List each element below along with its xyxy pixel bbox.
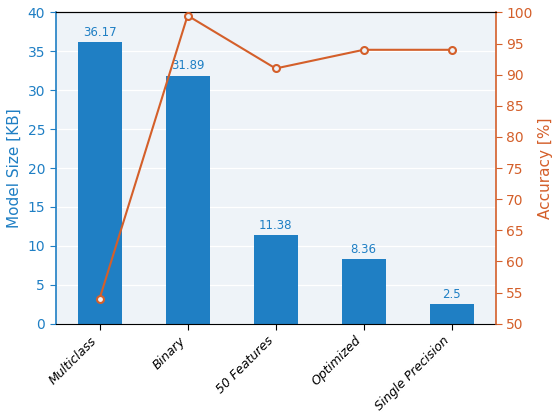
Text: 36.17: 36.17 [83,26,116,39]
Bar [166,76,209,324]
Bar [254,235,297,324]
Bar [77,42,122,324]
Text: 31.89: 31.89 [171,60,204,72]
Text: 11.38: 11.38 [259,219,292,232]
Y-axis label: Accuracy [%]: Accuracy [%] [538,117,553,219]
Text: 2.5: 2.5 [442,288,461,301]
Text: 8.36: 8.36 [351,242,377,255]
Y-axis label: Model Size [KB]: Model Size [KB] [7,108,22,228]
Bar [342,259,386,324]
Bar [430,304,474,324]
